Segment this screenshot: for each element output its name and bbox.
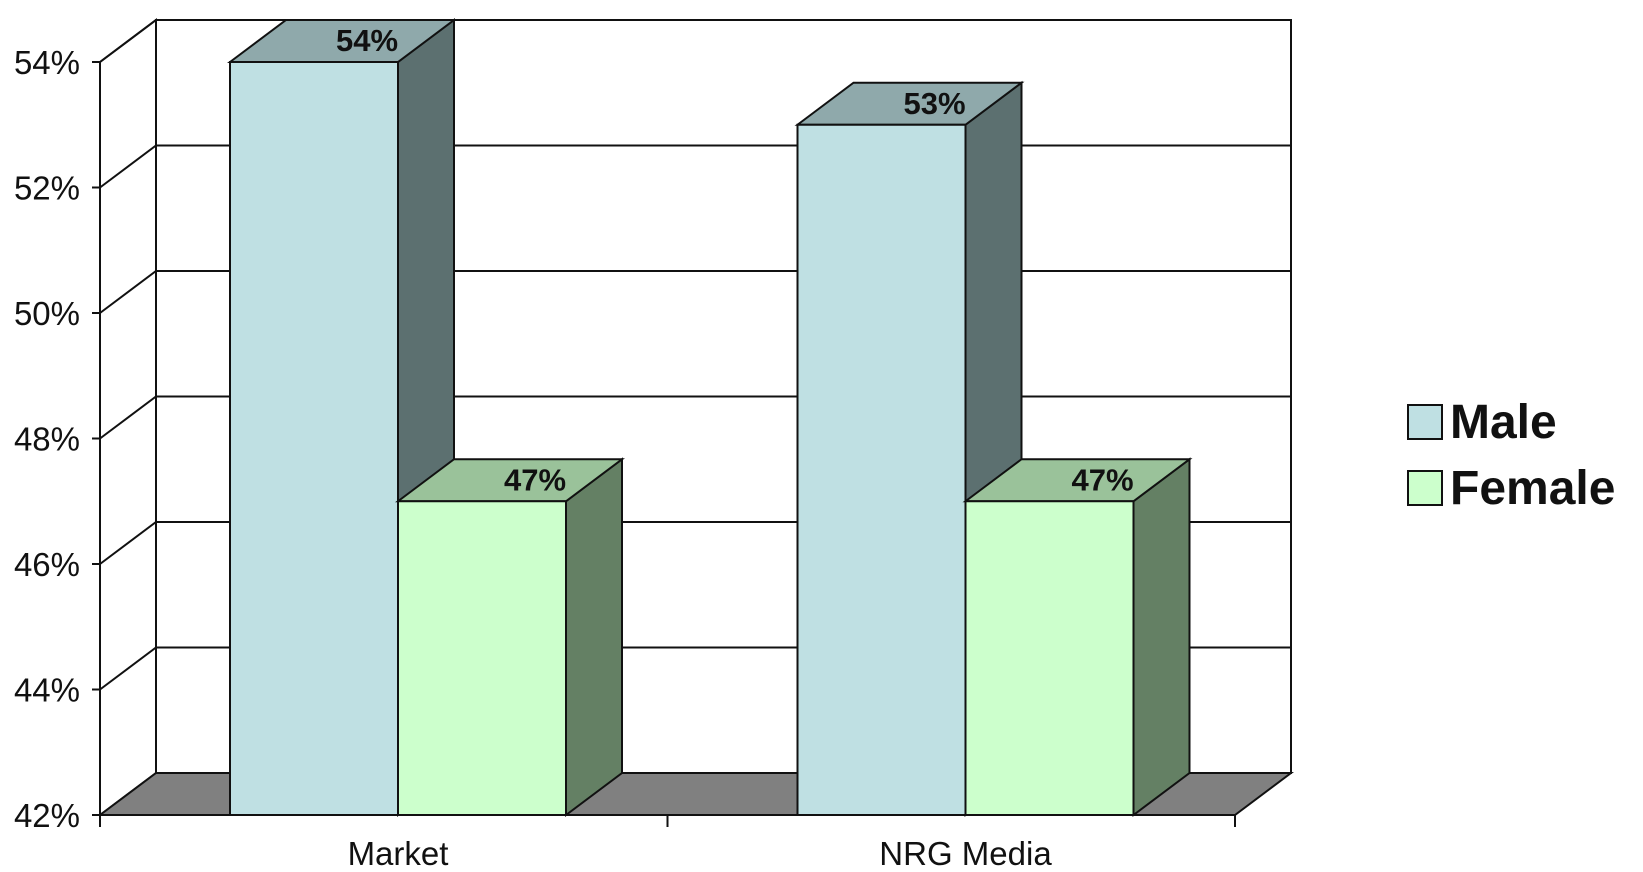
y-axis: 42% 44% 46% 48% 50% 52% 54% <box>14 44 101 834</box>
data-label: 47% <box>504 462 566 497</box>
data-label: 53% <box>903 86 965 121</box>
bar-male <box>796 123 967 816</box>
x-tick-label: Market <box>348 835 449 872</box>
y-tick-label: 50% <box>14 295 80 332</box>
data-labels: 54% 47% 53% 47% <box>336 23 1134 497</box>
y-tick-label: 42% <box>14 797 80 834</box>
bar-side-female <box>565 457 623 817</box>
data-label: 54% <box>336 23 398 58</box>
y-tick-label: 44% <box>14 672 80 709</box>
legend-swatch-male <box>1407 404 1443 440</box>
bar-female <box>964 500 1135 816</box>
x-axis: Market NRG Media <box>99 814 1236 872</box>
y-tick-label: 52% <box>14 170 80 207</box>
x-tick-label: NRG Media <box>879 835 1052 872</box>
bar-female <box>397 500 567 816</box>
bar-male <box>229 61 399 816</box>
data-label: 47% <box>1071 462 1133 497</box>
y-tick-label: 54% <box>14 44 80 81</box>
bar-side-female <box>1132 457 1191 817</box>
y-tick-label: 48% <box>14 421 80 458</box>
gridline <box>99 19 1291 63</box>
y-tick-label: 46% <box>14 546 80 583</box>
legend-label: Male <box>1450 396 1557 449</box>
legend-label: Female <box>1450 462 1615 515</box>
bars <box>227 18 1193 817</box>
legend-swatch-female <box>1407 470 1443 506</box>
legend: Male Female <box>1407 396 1615 515</box>
